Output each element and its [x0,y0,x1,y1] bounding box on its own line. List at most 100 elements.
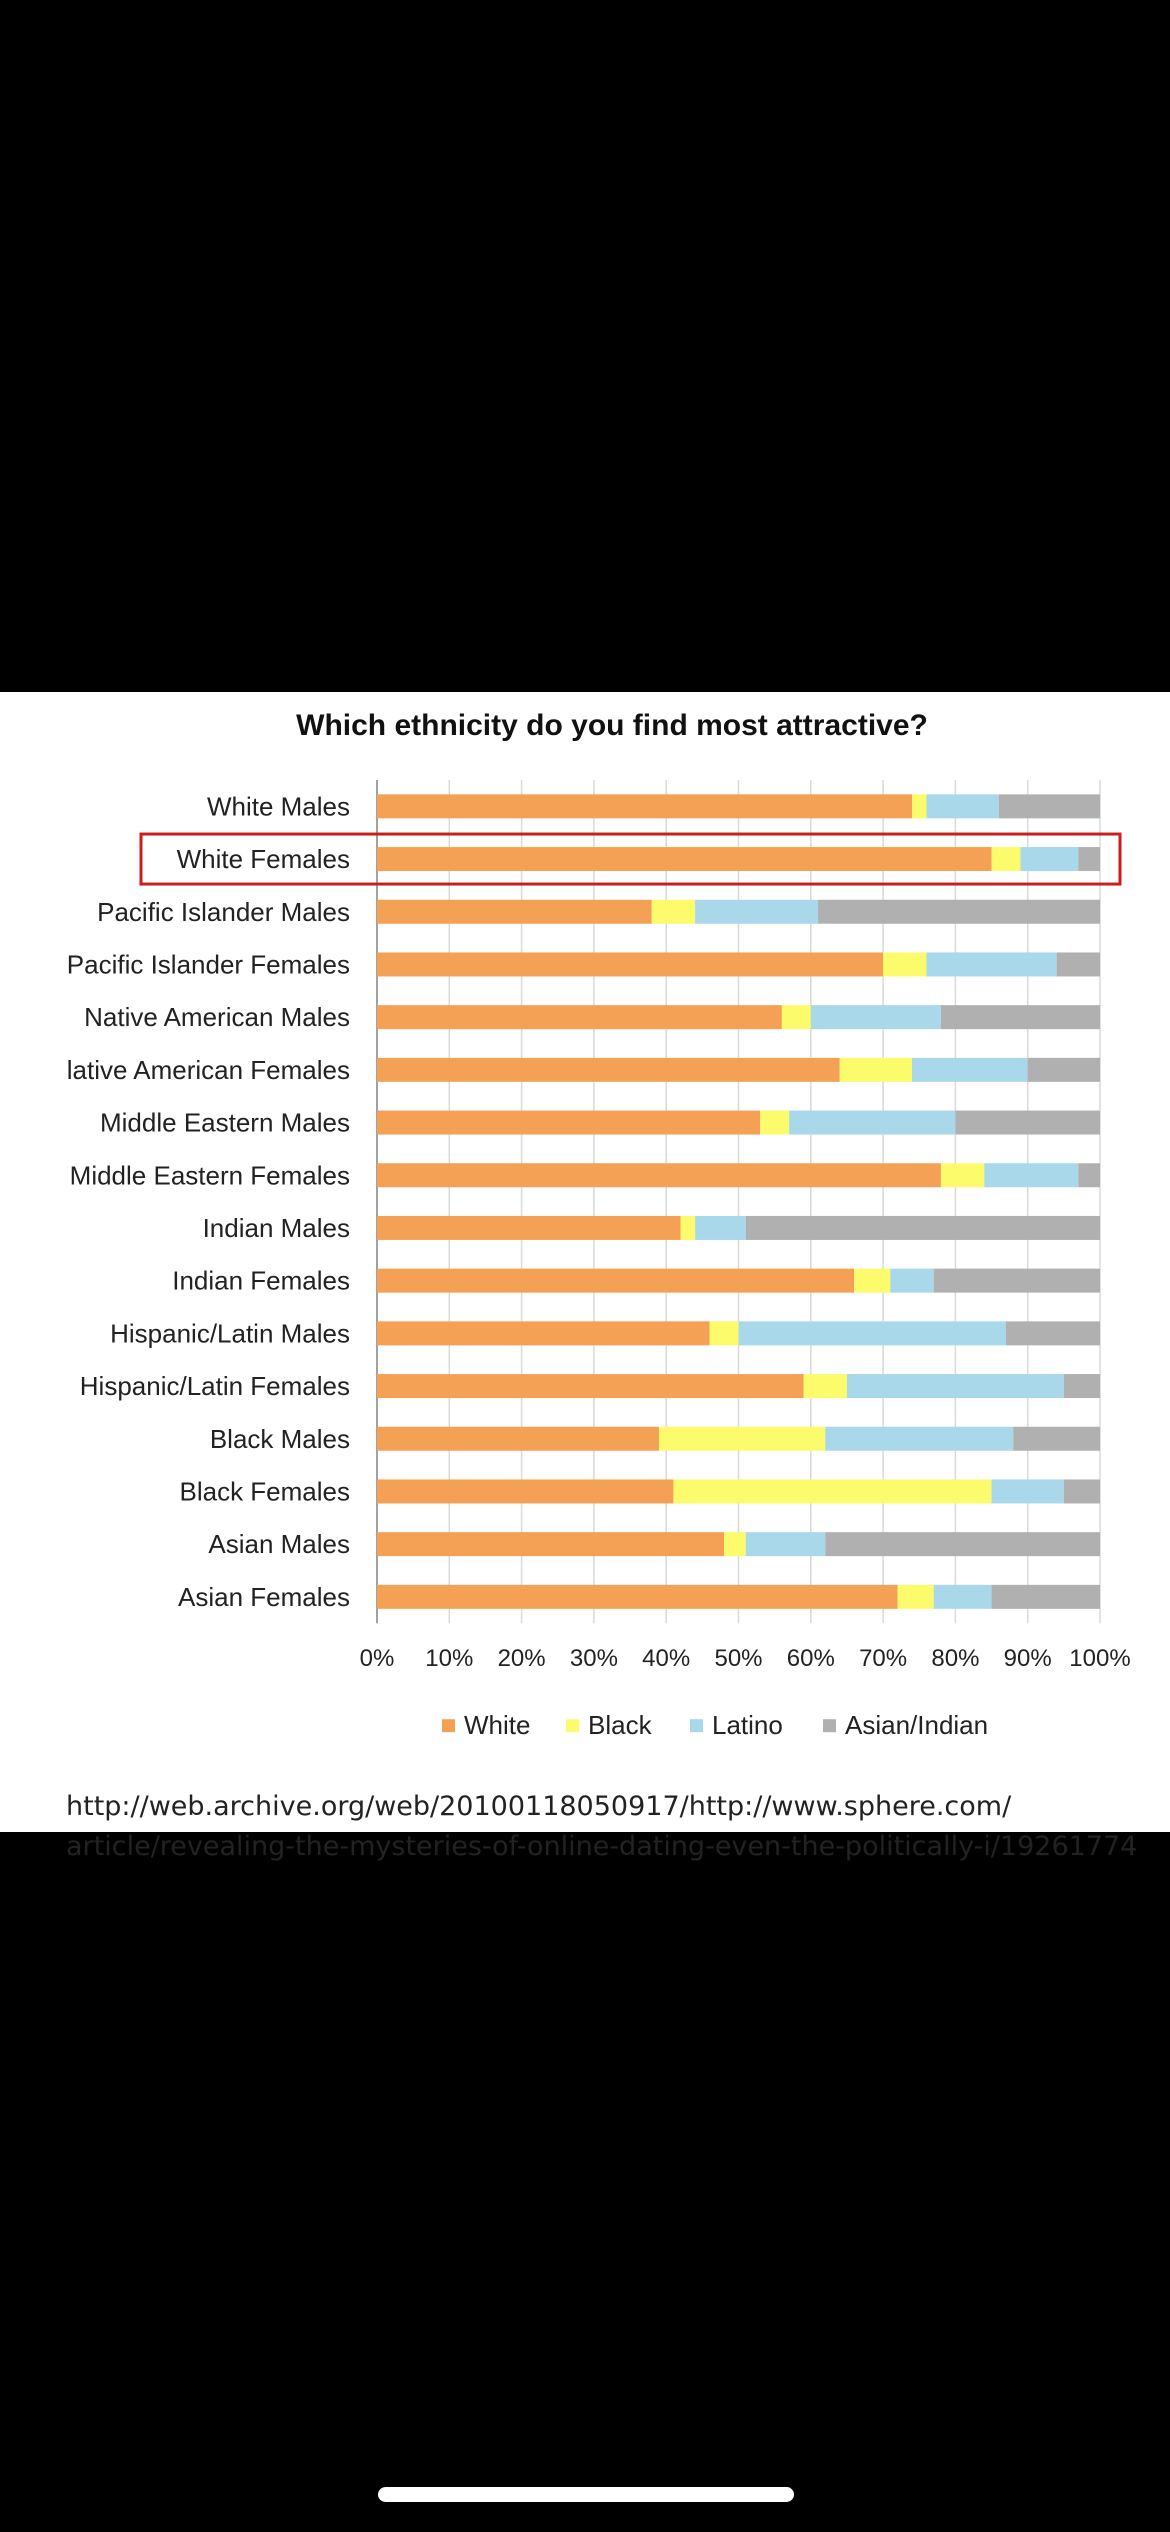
bar-segment-white [377,1584,898,1609]
category-label: White Males [207,791,350,821]
bar-segment-asian-indian [1063,1479,1100,1504]
bar-segment-white [377,1057,840,1082]
legend-label: Black [588,1710,653,1740]
bar-segment-white [377,1163,941,1188]
bar-segment-white [377,1215,681,1240]
bar-segment-black [760,1110,790,1135]
category-label: Black Males [210,1424,350,1454]
source-citation: http://web.archive.org/web/2010011805091… [66,1787,1166,1867]
category-label: Middle Eastern Females [70,1160,350,1190]
bar-segment-asian-indian [1013,1426,1100,1451]
x-tick-label: 70% [859,1645,907,1672]
category-label: Pacific Islander Females [67,949,350,979]
x-tick-label: 80% [931,1645,979,1672]
category-label: Black Females [180,1476,351,1506]
bar-segment-black [673,1479,992,1504]
bar-segment-latino [695,1215,746,1240]
bar-segment-black [680,1215,696,1240]
chart: Which ethnicity do you find most attract… [67,709,1131,1740]
bar-segment-asian-indian [955,1110,1100,1135]
bar-segment-asian-indian [998,794,1100,819]
bar-segment-white [377,1374,804,1399]
legend-label: Asian/Indian [845,1710,988,1740]
x-tick-label: 10% [425,1645,473,1672]
category-label: Pacific Islander Males [97,897,350,927]
bar-segment-latino [695,899,819,924]
bar-segment-black [803,1374,847,1399]
bar-segment-asian-indian [745,1215,1100,1240]
x-tick-label: 50% [714,1645,762,1672]
bar-segment-asian-indian [1078,847,1100,872]
bar-segment-asian-indian [1027,1057,1100,1082]
bar-segment-black [709,1321,739,1346]
legend-swatch [690,1719,703,1733]
bar-segment-asian-indian [1078,1163,1100,1188]
category-label: lative American Females [67,1055,350,1085]
bar-segment-white [377,952,884,977]
bar-segment-black [897,1584,934,1609]
category-label: Indian Females [172,1266,350,1296]
category-label: White Females [177,844,350,874]
bar-segment-asian-indian [991,1584,1100,1609]
bar-segment-latino [789,1110,956,1135]
bar-segment-black [883,952,927,977]
bar-segment-latino [745,1532,826,1557]
x-tick-label: 60% [787,1645,835,1672]
chart-title: Which ethnicity do you find most attract… [296,709,928,742]
bar-segment-black [651,899,696,924]
legend-label: White [464,1710,530,1740]
bar-segment-white [377,1321,710,1346]
bar-segment-white [377,899,652,924]
bar-segment-asian-indian [825,1532,1100,1557]
bar-segment-white [377,1110,761,1135]
category-label: Hispanic/Latin Females [80,1371,350,1401]
bar-segment-white [377,847,992,872]
category-label: Asian Males [208,1529,350,1559]
legend-label: Latino [712,1710,783,1740]
bar-segment-black [724,1532,746,1557]
home-indicator[interactable] [378,2487,794,2502]
bar-segment-white [377,1005,782,1030]
bar-segment-latino [846,1374,1064,1399]
bar-segment-black [940,1163,985,1188]
bar-segment-white [377,1532,725,1557]
bar-segment-black [839,1057,913,1082]
bar-segment-asian-indian [1063,1374,1100,1399]
bar-segment-white [377,794,913,819]
bar-segment-latino [984,1163,1079,1188]
bar-segment-white [377,1479,674,1504]
bar-segment-latino [890,1268,934,1293]
bar-segment-latino [926,952,1057,977]
legend-swatch [442,1719,455,1733]
x-tick-label: 40% [642,1645,690,1672]
highlight-box [139,832,1122,886]
bar-segment-black [854,1268,891,1293]
bar-segment-asian-indian [933,1268,1100,1293]
bar-segment-latino [912,1057,1028,1082]
category-label: Middle Eastern Males [100,1108,350,1138]
bar-segment-latino [991,1479,1064,1504]
bar-segment-black [912,794,927,819]
bar-segment-black [991,847,1021,872]
legend-swatch [566,1719,579,1733]
category-label: Native American Males [84,1002,350,1032]
bar-segment-asian-indian [940,1005,1100,1030]
bar-segment-black [781,1005,811,1030]
bar-segment-latino [738,1321,1007,1346]
x-tick-label: 90% [1004,1645,1052,1672]
source-line-2: article/revealing-the-mysteries-of-onlin… [66,1831,1138,1862]
category-label: Indian Males [203,1213,350,1243]
category-label: Asian Females [178,1582,350,1612]
chart-panel: Which ethnicity do you find most attract… [0,692,1170,1862]
x-tick-label: 30% [570,1645,618,1672]
category-label: Hispanic/Latin Males [110,1318,350,1348]
bar-segment-latino [1020,847,1079,872]
bar-segment-asian-indian [1006,1321,1100,1346]
legend-swatch [823,1719,836,1733]
bar-segment-white [377,1426,659,1451]
bar-segment-latino [933,1584,992,1609]
source-line-1: http://web.archive.org/web/2010011805091… [66,1791,1012,1822]
bar-segment-latino [825,1426,1014,1451]
x-tick-label: 100% [1069,1645,1130,1672]
bar-segment-latino [810,1005,941,1030]
